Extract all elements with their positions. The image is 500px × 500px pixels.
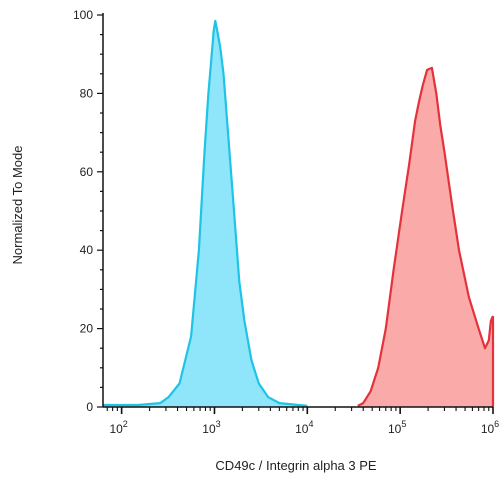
y-tick-label: 40 (80, 243, 94, 257)
x-tick-label: 106 (481, 419, 499, 436)
x-tick-label: 104 (295, 419, 313, 436)
y-tick-label: 100 (73, 8, 93, 22)
series-1-fill (357, 67, 493, 408)
series-1-line (357, 66, 495, 407)
y-axis-title: Normalized To Mode (10, 146, 25, 265)
y-tick-label: 80 (80, 86, 94, 100)
plot-area (103, 19, 495, 408)
x-tick-label: 105 (388, 419, 406, 436)
y-tick-label: 60 (80, 165, 94, 179)
y-tick-label: 20 (80, 322, 94, 336)
series-0-line (103, 19, 308, 407)
axes: 0 20 40 60 80 100 102 103 104 105 106 (73, 8, 499, 436)
series-0-fill (103, 20, 308, 408)
x-tick-label: 102 (109, 419, 127, 436)
x-tick-label: 103 (202, 419, 220, 436)
y-tick-label: 0 (86, 400, 93, 414)
x-axis-title: CD49c / Integrin alpha 3 PE (215, 458, 376, 473)
